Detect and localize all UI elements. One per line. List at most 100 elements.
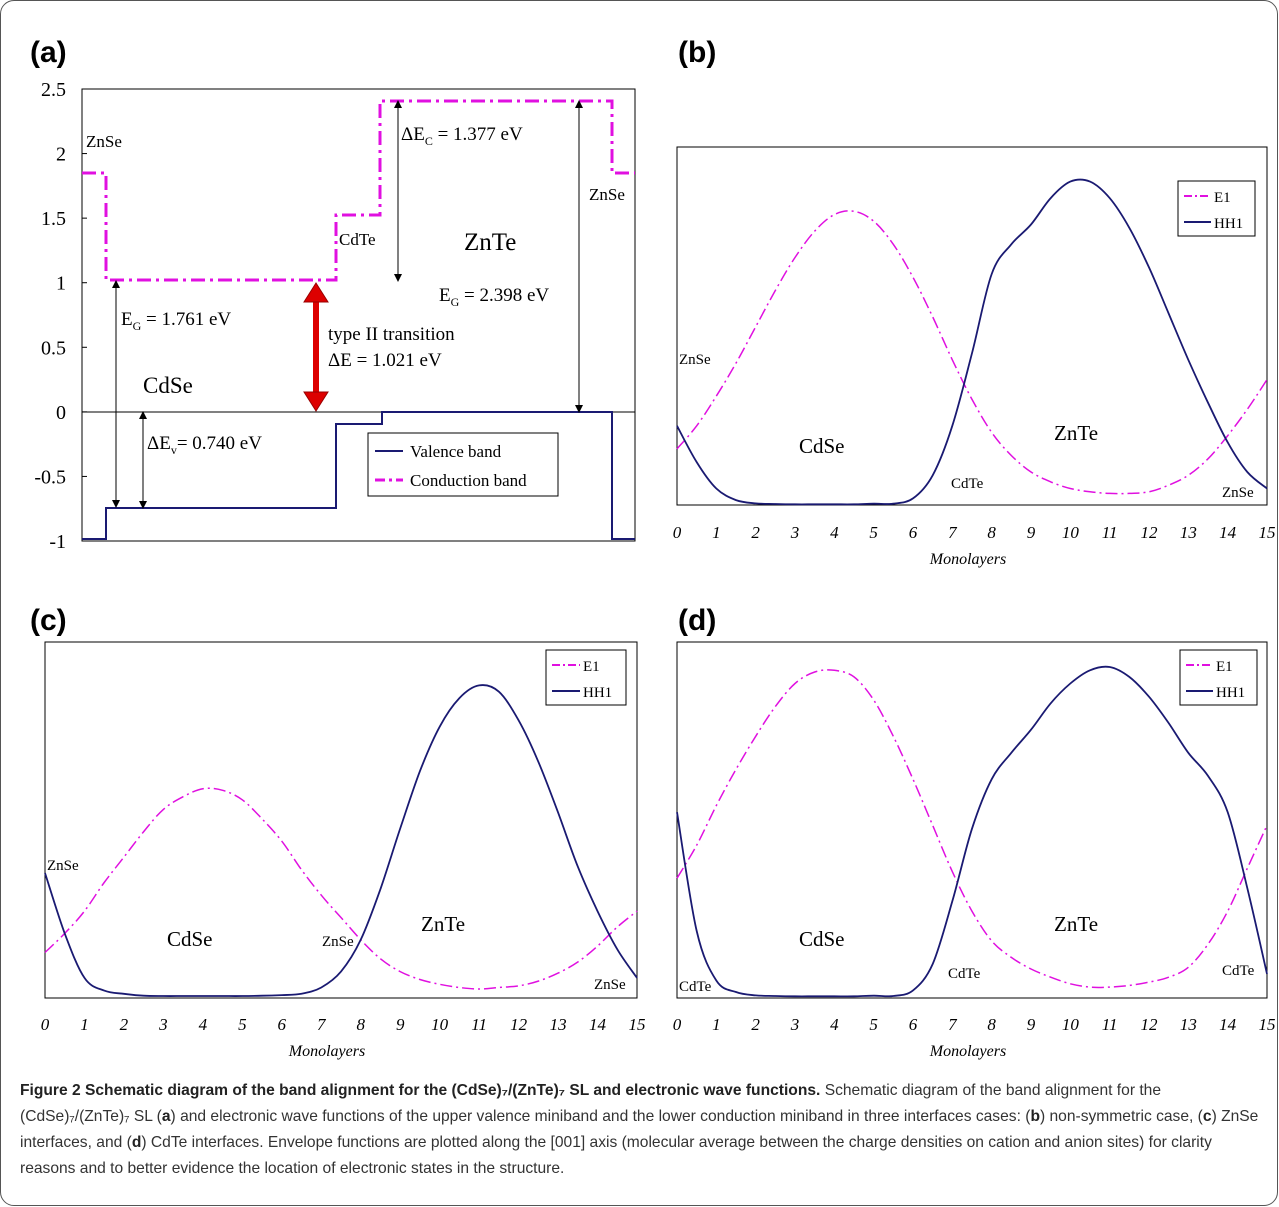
y-tick-label: -1 <box>49 531 66 553</box>
plot-area-d <box>676 641 1268 999</box>
x-tick-label: 4 <box>830 523 839 542</box>
label-cdte: CdTe <box>339 230 376 249</box>
x-tick-label: 7 <box>317 1015 327 1034</box>
conduction-band-line <box>82 99 635 282</box>
x-tick-label: 4 <box>830 1015 839 1034</box>
region-znse-left-c: ZnSe <box>47 858 79 874</box>
caption-body-2: ) and electronic wave functions of the u… <box>170 1108 1031 1125</box>
region-cdse-d: CdSe <box>799 927 845 951</box>
label-znse-right: ZnSe <box>589 185 625 204</box>
band-plot-area <box>81 88 636 542</box>
x-tick-label: 5 <box>238 1015 247 1034</box>
x-tick-label: 2 <box>751 523 760 542</box>
region-znte-b: ZnTe <box>1054 421 1098 445</box>
e1-curve-c <box>44 787 638 990</box>
x-tick-label: 13 <box>1180 523 1197 542</box>
x-tick-label: 0 <box>673 1015 682 1034</box>
region-cdte-right-d: CdTe <box>1222 963 1255 979</box>
figure-caption: Figure 2 Schematic diagram of the band a… <box>20 1078 1265 1182</box>
region-cdte-mid-d: CdTe <box>948 966 981 982</box>
plot-area-b <box>676 146 1268 506</box>
eg-cdse-label: EG = 1.761 eV <box>121 309 231 333</box>
x-tick-label: 7 <box>948 1015 958 1034</box>
x-tick-label: 11 <box>1102 1015 1118 1034</box>
label-cdse: CdSe <box>143 373 193 398</box>
figure-canvas: (a) (b) (c) (d) 2.5 2 1.5 1 0.5 0 -0.5 -1 ZnSe … <box>30 36 1276 1060</box>
x-tick-label: 10 <box>431 1015 449 1034</box>
y-tick-label: 2 <box>56 144 66 166</box>
type-ii-arrow <box>303 282 329 412</box>
e1-curve-d <box>676 669 1268 989</box>
x-tick-label: 5 <box>869 1015 878 1034</box>
x-tick-label: 14 <box>589 1015 607 1034</box>
legend-c: E1 HH1 <box>545 649 627 706</box>
band-diagram: 2.5 2 1.5 1 0.5 0 -0.5 -1 ZnSe CdSe CdTe ZnTe Z… <box>34 79 636 553</box>
panel-label-b: (b) <box>678 36 716 69</box>
x-tick-label: 6 <box>909 523 918 542</box>
x-tick-label: 13 <box>1180 1015 1197 1034</box>
wavefunction-plot-c: 0 1 2 3 4 5 6 7 8 9 10 11 12 13 14 15 Monolayers ZnSe C… <box>41 641 646 1060</box>
transition-label-1: type II transition <box>328 324 455 345</box>
wavefunction-plot-d: 0 1 2 3 4 5 6 7 8 9 10 11 12 13 14 15 Monolayers CdTe C… <box>673 641 1276 1060</box>
x-tick-label: 2 <box>751 1015 760 1034</box>
legend-hh1-d: HH1 <box>1216 685 1245 701</box>
e1-curve-b <box>676 210 1268 495</box>
x-tick-label: 9 <box>1027 523 1036 542</box>
x-tick-label: 8 <box>987 1015 996 1034</box>
y-tick-label: 0.5 <box>41 337 66 359</box>
legend-valence-label: Valence band <box>410 442 502 461</box>
x-tick-label: 9 <box>396 1015 405 1034</box>
y-tick-label: 2.5 <box>41 79 66 101</box>
legend-hh1-c: HH1 <box>583 685 612 701</box>
caption-title: Figure 2 Schematic diagram of the band a… <box>20 1082 821 1099</box>
y-tick-label: 0 <box>56 402 66 424</box>
plot-area-c <box>44 641 638 999</box>
x-tick-label: 0 <box>41 1015 50 1034</box>
caption-ref-c: c <box>1202 1108 1212 1125</box>
x-tick-label: 14 <box>1219 1015 1237 1034</box>
x-tick-label: 15 <box>629 1015 646 1034</box>
xlabel-b: Monolayers <box>929 551 1006 568</box>
region-znse-right-c: ZnSe <box>594 977 626 993</box>
panel-label-d: (d) <box>678 604 716 637</box>
legend-conduction-label: Conduction band <box>410 471 527 490</box>
caption-body-5: ) CdTe interfaces. Envelope functions ar… <box>20 1134 1212 1177</box>
x-tick-label: 0 <box>673 523 682 542</box>
caption-body-4: ) ZnSe interfaces, and ( <box>20 1108 1259 1151</box>
x-tick-label: 10 <box>1062 1015 1080 1034</box>
xlabel-d: Monolayers <box>929 1043 1006 1060</box>
x-tick-label: 3 <box>158 1015 168 1034</box>
band-legend: Valence band Conduction band <box>367 432 559 497</box>
x-tick-label: 4 <box>199 1015 208 1034</box>
valence-band-line <box>82 411 635 540</box>
legend-e1-d: E1 <box>1216 659 1233 675</box>
wavefunction-plot-b: 0 1 2 3 4 5 6 7 8 9 10 11 12 13 14 15 Monolayers ZnSe C… <box>673 146 1276 568</box>
region-znse-mid-c: ZnSe <box>322 934 354 950</box>
legend-d: E1 HH1 <box>1179 649 1258 706</box>
hh1-curve-b <box>676 178 1268 506</box>
transition-label-2: ΔE = 1.021 eV <box>328 350 442 371</box>
x-tick-label: 8 <box>987 523 996 542</box>
panel-label-a: (a) <box>30 36 67 69</box>
x-tick-label: 9 <box>1027 1015 1036 1034</box>
caption-ref-a: a <box>161 1108 171 1125</box>
x-tick-label: 12 <box>510 1015 528 1034</box>
x-tick-label: 11 <box>471 1015 487 1034</box>
region-znse-left-b: ZnSe <box>679 352 711 368</box>
eg-znte-label: EG = 2.398 eV <box>439 285 549 309</box>
panel-label-c: (c) <box>30 604 67 637</box>
region-cdte-b: CdTe <box>951 476 984 492</box>
region-znse-right-b: ZnSe <box>1222 485 1254 501</box>
legend-hh1-b: HH1 <box>1214 216 1243 232</box>
y-tick-label: 1.5 <box>41 208 66 230</box>
y-tick-label: -0.5 <box>34 466 66 488</box>
legend-e1-c: E1 <box>583 659 600 675</box>
region-znte-c: ZnTe <box>421 912 465 936</box>
x-tick-label: 11 <box>1102 523 1118 542</box>
legend-e1-b: E1 <box>1214 190 1231 206</box>
x-tick-label: 5 <box>869 523 878 542</box>
hh1-curve-c <box>44 684 638 997</box>
dec-label: ΔEC = 1.377 eV <box>401 124 523 148</box>
caption-body-1: Schematic diagram of the band alignment … <box>20 1082 1162 1125</box>
